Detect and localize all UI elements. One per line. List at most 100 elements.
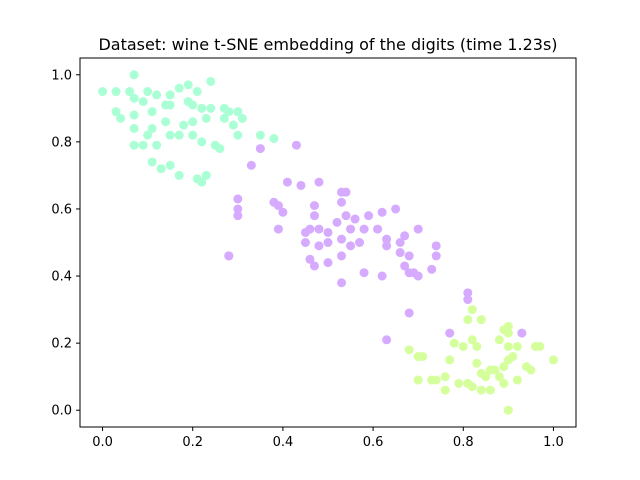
data-point bbox=[233, 107, 243, 117]
data-point bbox=[138, 140, 148, 150]
x-tick-label: 0.6 bbox=[363, 435, 384, 450]
data-point bbox=[463, 315, 473, 325]
data-point bbox=[404, 308, 414, 318]
data-point bbox=[337, 278, 347, 288]
x-tick-label: 0.4 bbox=[273, 435, 294, 450]
data-point bbox=[463, 295, 473, 305]
data-point bbox=[188, 100, 198, 110]
data-point bbox=[481, 372, 491, 382]
data-point bbox=[255, 130, 265, 140]
data-point bbox=[341, 187, 351, 197]
data-point bbox=[278, 207, 288, 217]
data-point bbox=[413, 375, 423, 385]
data-point bbox=[188, 130, 198, 140]
data-point bbox=[161, 117, 171, 127]
data-point bbox=[305, 224, 315, 234]
data-point bbox=[337, 234, 347, 244]
data-point bbox=[224, 107, 234, 117]
data-point bbox=[454, 378, 464, 388]
data-point bbox=[404, 345, 414, 355]
data-point bbox=[413, 224, 423, 234]
data-point bbox=[503, 328, 513, 338]
data-point bbox=[323, 258, 333, 268]
data-point bbox=[201, 113, 211, 123]
data-point bbox=[364, 211, 374, 221]
data-point bbox=[219, 113, 229, 123]
data-point bbox=[111, 107, 121, 117]
data-point bbox=[233, 204, 243, 214]
data-point bbox=[129, 110, 139, 120]
data-point bbox=[355, 238, 365, 247]
data-point bbox=[377, 271, 387, 281]
data-point bbox=[476, 315, 486, 325]
data-point bbox=[183, 80, 193, 90]
data-point bbox=[98, 87, 108, 97]
data-point bbox=[291, 140, 301, 150]
data-point bbox=[129, 140, 139, 150]
data-point bbox=[526, 365, 536, 375]
data-point bbox=[485, 365, 495, 375]
series-1 bbox=[224, 140, 527, 345]
data-point bbox=[215, 144, 225, 154]
data-point bbox=[449, 338, 459, 348]
data-point bbox=[300, 238, 310, 247]
data-point bbox=[503, 341, 513, 351]
data-point bbox=[165, 160, 175, 170]
data-point bbox=[273, 201, 283, 211]
data-point bbox=[431, 251, 441, 261]
data-point bbox=[467, 335, 477, 345]
data-point bbox=[395, 248, 405, 258]
series-2 bbox=[404, 305, 558, 415]
plot-frame bbox=[79, 57, 577, 428]
data-point bbox=[382, 241, 392, 251]
data-point bbox=[138, 97, 148, 107]
data-point bbox=[129, 93, 139, 103]
data-point bbox=[431, 375, 441, 385]
data-point bbox=[224, 251, 234, 261]
data-point bbox=[174, 170, 184, 180]
y-tick-label: 0.8 bbox=[51, 135, 72, 150]
data-point bbox=[237, 113, 247, 123]
data-point bbox=[346, 241, 356, 251]
data-point bbox=[255, 144, 265, 154]
data-point bbox=[125, 87, 135, 97]
data-point bbox=[314, 224, 324, 234]
data-point bbox=[418, 352, 428, 362]
data-point bbox=[395, 238, 405, 247]
data-point bbox=[517, 328, 527, 338]
data-point bbox=[350, 214, 360, 224]
data-point bbox=[427, 264, 437, 274]
data-point bbox=[431, 241, 441, 251]
data-point bbox=[323, 227, 333, 237]
data-point bbox=[152, 90, 162, 100]
x-tick-label: 1.0 bbox=[543, 435, 564, 450]
data-point bbox=[143, 87, 153, 97]
x-axis: 0.0 0.2 0.4 0.6 0.8 1.0 bbox=[92, 427, 564, 450]
data-point bbox=[494, 335, 504, 345]
data-point bbox=[246, 160, 256, 170]
data-point bbox=[485, 385, 495, 395]
data-point bbox=[206, 76, 216, 86]
data-point bbox=[341, 211, 351, 221]
data-point bbox=[463, 288, 473, 298]
data-point bbox=[440, 385, 450, 395]
data-point bbox=[337, 251, 347, 261]
data-point bbox=[201, 170, 211, 180]
data-point bbox=[206, 103, 216, 113]
data-point bbox=[233, 194, 243, 204]
data-point bbox=[476, 385, 486, 395]
x-tick-label: 0.2 bbox=[182, 435, 203, 450]
series-0 bbox=[98, 70, 279, 187]
data-point bbox=[382, 234, 392, 244]
data-point bbox=[440, 372, 450, 382]
data-point bbox=[503, 405, 513, 415]
data-point bbox=[467, 305, 477, 315]
data-point bbox=[377, 207, 387, 217]
data-point bbox=[165, 130, 175, 140]
data-point bbox=[503, 321, 513, 331]
data-point bbox=[314, 177, 324, 187]
data-point bbox=[332, 217, 342, 227]
data-point bbox=[309, 201, 319, 211]
chart-title: Dataset: wine t-SNE embedding of the dig… bbox=[98, 35, 557, 54]
data-point bbox=[458, 341, 468, 351]
